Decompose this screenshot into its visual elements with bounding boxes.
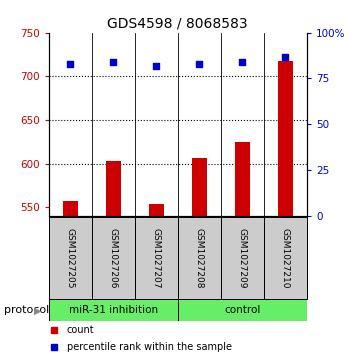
- Bar: [192, 158, 207, 216]
- Point: [110, 59, 116, 65]
- Bar: [92, 217, 135, 299]
- Point: [68, 61, 73, 67]
- Text: ▶: ▶: [34, 305, 41, 315]
- Text: percentile rank within the sample: percentile rank within the sample: [67, 342, 232, 352]
- Point: [196, 61, 202, 67]
- Text: GSM1027209: GSM1027209: [238, 228, 247, 288]
- Bar: [235, 142, 250, 216]
- Title: GDS4598 / 8068583: GDS4598 / 8068583: [108, 16, 248, 30]
- Bar: [49, 217, 92, 299]
- Text: GSM1027206: GSM1027206: [109, 228, 118, 288]
- Point: [153, 63, 159, 69]
- Bar: [106, 161, 121, 216]
- Bar: [49, 299, 178, 321]
- Bar: [63, 201, 78, 216]
- Point: [239, 59, 245, 65]
- Bar: [149, 204, 164, 216]
- Bar: [178, 299, 307, 321]
- Text: GSM1027208: GSM1027208: [195, 228, 204, 288]
- Text: count: count: [67, 325, 95, 335]
- Text: GSM1027205: GSM1027205: [66, 228, 75, 288]
- Text: protocol: protocol: [4, 305, 49, 315]
- Text: GSM1027207: GSM1027207: [152, 228, 161, 288]
- Bar: [278, 61, 293, 216]
- Text: GSM1027210: GSM1027210: [281, 228, 290, 288]
- Text: control: control: [224, 305, 261, 315]
- Bar: [135, 217, 178, 299]
- Bar: [264, 217, 307, 299]
- Text: miR-31 inhibition: miR-31 inhibition: [69, 305, 158, 315]
- Point: [282, 54, 288, 60]
- Bar: [221, 217, 264, 299]
- Bar: [178, 217, 221, 299]
